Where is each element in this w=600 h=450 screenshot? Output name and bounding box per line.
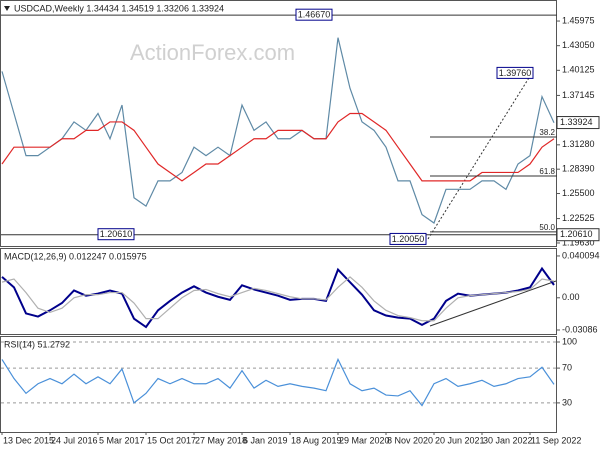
watermark: ActionForex.com bbox=[130, 40, 295, 65]
y-tick-label: 1.31280 bbox=[562, 139, 595, 149]
y-tick-label: -0.03086 bbox=[562, 324, 598, 334]
series-line bbox=[1, 37, 555, 224]
x-tick-label: 29 Mar 2020 bbox=[339, 435, 390, 445]
price-box-label: 1.39760 bbox=[499, 68, 532, 78]
rsi-panel bbox=[0, 336, 557, 433]
x-tick-label: 8 Nov 2020 bbox=[387, 435, 433, 445]
y-tick-label: 1.19630 bbox=[562, 237, 595, 247]
fib-label: 61.8 bbox=[539, 167, 555, 176]
x-tick-label: 27 May 2018 bbox=[195, 435, 247, 445]
price-box-label: 1.20050 bbox=[392, 234, 425, 244]
y-tick-label: 0.040094 bbox=[562, 250, 600, 260]
y-tick-label: 1.25500 bbox=[562, 188, 595, 198]
x-tick-label: 11 Sep 2022 bbox=[531, 435, 581, 445]
menu-arrow bbox=[4, 6, 10, 11]
y-tick-label: 1.43050 bbox=[562, 40, 595, 50]
y-tick-label: 0.00 bbox=[562, 292, 580, 302]
price-box bbox=[97, 228, 135, 241]
x-tick-label: 24 Jul 2016 bbox=[51, 435, 98, 445]
y-tick-label: 1.28390 bbox=[562, 164, 595, 174]
price-box-label: 1.46670 bbox=[298, 10, 331, 20]
trend-line bbox=[427, 72, 533, 240]
x-tick-label: 13 Dec 2015 bbox=[3, 435, 54, 445]
y-tick-label: 30 bbox=[562, 397, 572, 407]
fib-label: 38.2 bbox=[539, 128, 555, 137]
x-tick-label: 15 Oct 2017 bbox=[147, 435, 196, 445]
rsi-title: RSI(14) 51.2792 bbox=[4, 339, 70, 349]
y-tick-label: 1.45975 bbox=[562, 15, 595, 25]
price-box bbox=[496, 66, 534, 79]
price-title: USDCAD,Weekly 1.34434 1.34519 1.33206 1.… bbox=[14, 3, 224, 13]
x-tick-label: 6 Jan 2019 bbox=[243, 435, 288, 445]
y-tick-label: 1.37145 bbox=[562, 90, 595, 100]
fib-label: 50.0 bbox=[539, 223, 555, 232]
series-line bbox=[1, 357, 555, 407]
x-tick-label: 30 Jan 2022 bbox=[483, 435, 533, 445]
macd-panel bbox=[0, 248, 557, 335]
x-tick-label: 18 Aug 2019 bbox=[291, 435, 342, 445]
y-tick-label: 100 bbox=[562, 336, 577, 346]
y-tick-label: 1.22525 bbox=[562, 213, 595, 223]
macd-title: MACD(12,26,9) 0.012247 0.015975 bbox=[4, 251, 147, 261]
y-tick-label: 70 bbox=[562, 362, 572, 372]
series-line bbox=[1, 112, 555, 182]
y-tick-label: 1.40125 bbox=[562, 65, 595, 75]
low-price-label: 1.20610 bbox=[560, 229, 593, 239]
series-line bbox=[1, 276, 555, 322]
macd-trend-line bbox=[429, 280, 557, 327]
current-price-label: 1.33924 bbox=[560, 117, 593, 127]
low-price-box bbox=[556, 228, 600, 242]
price-box-label: 1.20610 bbox=[100, 229, 133, 239]
current-price-box bbox=[556, 116, 600, 130]
price-box bbox=[389, 232, 427, 245]
x-tick-label: 5 Mar 2017 bbox=[99, 435, 145, 445]
price-box bbox=[295, 8, 333, 21]
x-tick-label: 20 Jun 2021 bbox=[435, 435, 485, 445]
